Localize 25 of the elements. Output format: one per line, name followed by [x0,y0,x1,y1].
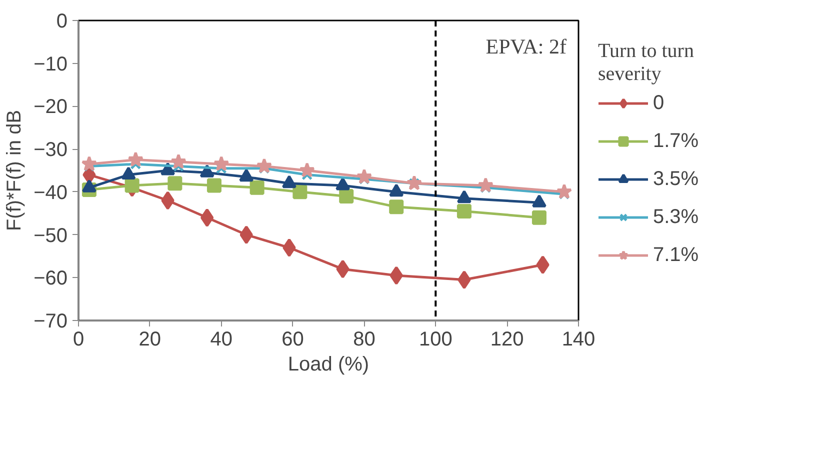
legend-title: Turn to turn severity [598,40,695,86]
x-tick-label: 100 [418,328,452,350]
legend-label: 5.3% [653,205,699,229]
y-tick-label: −10 [34,53,68,76]
x-tick-label: 80 [353,328,376,350]
x-axis-title: Load (%) [288,354,370,376]
y-tick-label: −20 [34,96,68,118]
y-tick-label: 0 [56,10,68,32]
y-tick-label: −50 [34,224,68,247]
legend-label: 3.5% [653,167,699,191]
y-tick-label: −60 [34,268,68,290]
x-tick-label: 60 [282,328,304,350]
x-tick-label: 40 [210,328,232,350]
y-tick-label: −70 [34,310,68,332]
legend-label: 1.7% [653,129,699,153]
y-axis-title: F(f)*F(f) in dB [4,110,26,232]
y-tick-label: −40 [34,182,68,204]
x-tick-label: 120 [490,328,524,350]
annotation: EPVA: 2f [486,34,567,58]
y-tick-label: −30 [34,139,68,162]
legend-label: 7.1% [653,243,699,267]
x-tick-label: 0 [72,328,84,350]
x-tick-label: 140 [562,328,596,350]
legend-label: 0 [653,91,666,115]
x-tick-label: 20 [138,328,162,350]
